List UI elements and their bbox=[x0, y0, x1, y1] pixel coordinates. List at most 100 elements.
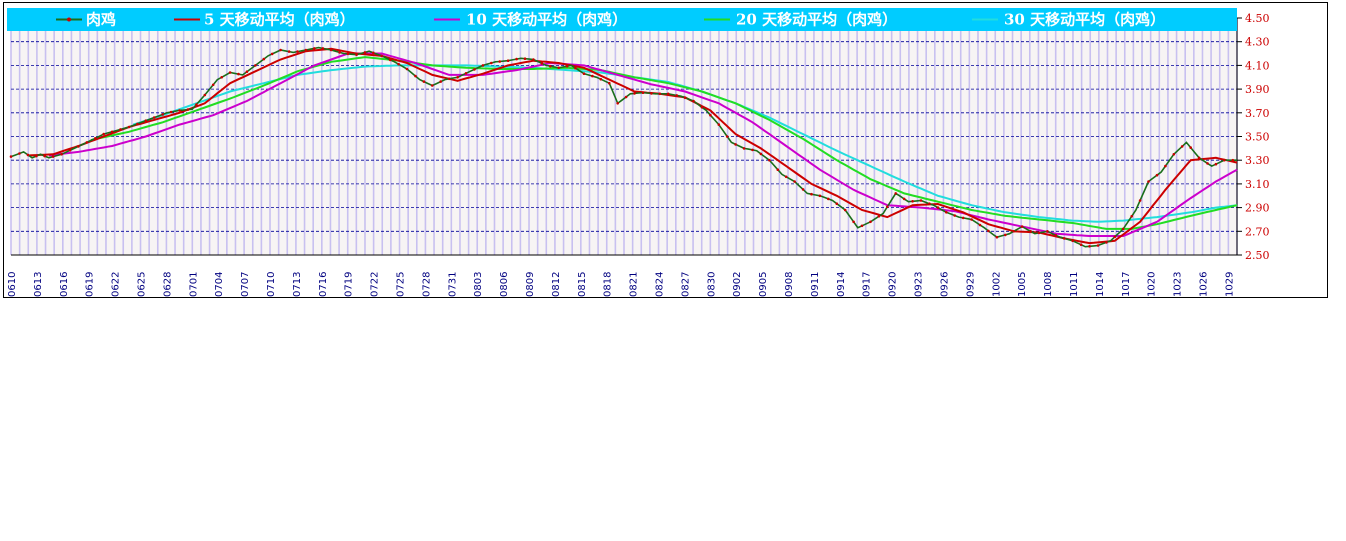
series-point bbox=[1164, 164, 1167, 168]
x-tick-label: 0815 bbox=[577, 272, 588, 297]
series-point bbox=[1004, 233, 1007, 237]
series-point bbox=[1012, 230, 1015, 233]
series-point bbox=[481, 64, 485, 67]
series-point bbox=[717, 123, 721, 126]
series-point bbox=[540, 62, 544, 65]
series-point bbox=[953, 214, 956, 217]
series-point bbox=[1180, 145, 1184, 148]
series-point bbox=[970, 218, 973, 221]
x-tick-label: 0908 bbox=[784, 272, 795, 297]
series-point bbox=[987, 229, 990, 233]
series-point bbox=[35, 154, 38, 158]
series-point bbox=[186, 108, 190, 111]
series-point bbox=[1088, 245, 1091, 248]
series-point bbox=[1071, 239, 1074, 243]
x-tick-label: 0929 bbox=[965, 272, 976, 297]
legend-label-2: 10 天移动平均（肉鸡） bbox=[466, 11, 627, 29]
series-point bbox=[490, 61, 493, 65]
series-point bbox=[978, 223, 982, 227]
x-tick-label: 0809 bbox=[525, 272, 536, 297]
series-point bbox=[211, 83, 215, 87]
x-tick-label: 0707 bbox=[240, 272, 251, 297]
x-tick-label: 0719 bbox=[344, 272, 355, 297]
x-tick-label: 0917 bbox=[862, 272, 873, 297]
series-point bbox=[1231, 158, 1235, 162]
x-tick-label: 1005 bbox=[1017, 272, 1028, 297]
series-point bbox=[776, 168, 780, 171]
series-point bbox=[321, 47, 325, 50]
x-tick-label: 0926 bbox=[939, 272, 950, 297]
series-point bbox=[414, 74, 417, 78]
x-tick-label: 0613 bbox=[33, 272, 44, 297]
series-point bbox=[380, 54, 384, 58]
series-point bbox=[388, 58, 392, 62]
series-point bbox=[633, 92, 636, 95]
series-point bbox=[565, 64, 569, 68]
x-tick-label: 0902 bbox=[732, 272, 743, 297]
y-tick-label: 4.30 bbox=[1245, 36, 1270, 49]
series-point bbox=[254, 64, 257, 67]
legend-label-3: 20 天移动平均（肉鸡） bbox=[736, 11, 897, 29]
series-point bbox=[1121, 227, 1125, 231]
legend-label-4: 30 天移动平均（肉鸡） bbox=[1004, 11, 1165, 29]
series-point bbox=[751, 148, 754, 152]
chart-frame: 4.50 4.30 4.10 3.90 3.70 3.50 3.30 3.10 2.90 2.70… bbox=[3, 2, 1328, 298]
series-point bbox=[961, 216, 965, 220]
series-point bbox=[270, 52, 274, 56]
series-point bbox=[119, 128, 122, 131]
y-tick-label: 3.90 bbox=[1245, 83, 1270, 96]
series-point bbox=[355, 53, 358, 56]
y-tick-label: 4.10 bbox=[1245, 59, 1270, 72]
series-point bbox=[144, 119, 148, 122]
series-point bbox=[287, 50, 291, 53]
x-tick-label: 0911 bbox=[810, 272, 821, 297]
series-point bbox=[869, 220, 872, 224]
series-point bbox=[26, 153, 30, 157]
series-point bbox=[473, 68, 476, 71]
series-point bbox=[523, 57, 527, 60]
x-tick-label: 0827 bbox=[680, 272, 691, 297]
series-point bbox=[1214, 162, 1218, 166]
x-tick-label: 0806 bbox=[499, 272, 510, 297]
series-point bbox=[136, 122, 139, 126]
series-point bbox=[515, 57, 518, 61]
x-tick-label: 0610 bbox=[7, 272, 18, 297]
series-point bbox=[161, 113, 164, 116]
series-point bbox=[624, 95, 628, 99]
legend-swatch-marker bbox=[67, 17, 71, 22]
series-point bbox=[936, 206, 940, 209]
series-point bbox=[860, 224, 864, 228]
series-point bbox=[827, 197, 830, 201]
series-point bbox=[363, 51, 367, 54]
series-point bbox=[658, 92, 662, 96]
series-point bbox=[683, 96, 687, 100]
series-point bbox=[1172, 153, 1176, 156]
series-point bbox=[1130, 215, 1133, 218]
x-tick-label: 0716 bbox=[318, 272, 329, 297]
series-point bbox=[1147, 180, 1150, 183]
series-point bbox=[338, 51, 341, 54]
x-tick-label: 0628 bbox=[162, 272, 173, 297]
series-point bbox=[1155, 173, 1159, 177]
series-point bbox=[1113, 235, 1117, 239]
y-tick-label: 4.50 bbox=[1245, 12, 1270, 25]
series-point bbox=[818, 194, 822, 198]
series-point bbox=[313, 47, 316, 50]
series-point bbox=[178, 109, 181, 112]
series-point bbox=[675, 94, 678, 97]
x-tick-label: 0920 bbox=[888, 272, 899, 297]
x-tick-label: 1014 bbox=[1095, 272, 1106, 297]
series-point bbox=[692, 99, 695, 103]
x-tick-label: 0710 bbox=[266, 272, 277, 297]
series-point bbox=[152, 116, 156, 119]
series-point bbox=[127, 125, 131, 129]
x-tick-label: 0701 bbox=[188, 272, 199, 297]
series-point bbox=[85, 141, 89, 144]
x-tick-label: 0818 bbox=[603, 272, 614, 297]
series-point bbox=[894, 192, 897, 195]
y-tick-label: 3.10 bbox=[1245, 178, 1270, 191]
series-point bbox=[1096, 244, 1100, 247]
series-point bbox=[1105, 241, 1108, 244]
x-tick-label: 0619 bbox=[85, 272, 96, 297]
x-tick-label: 0722 bbox=[370, 272, 381, 297]
